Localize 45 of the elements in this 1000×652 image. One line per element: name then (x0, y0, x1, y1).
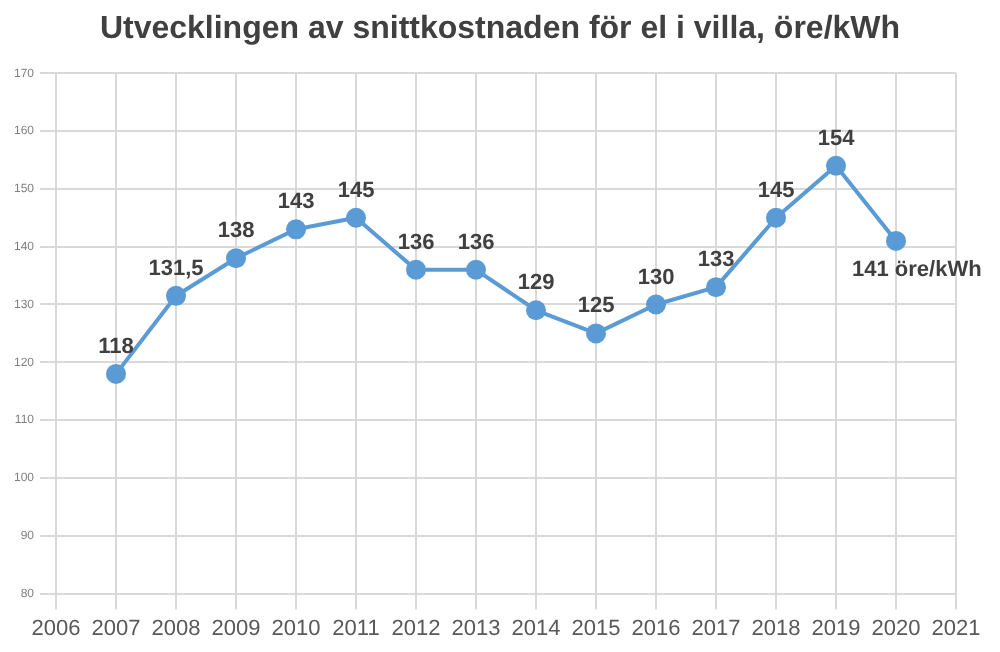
point (286, 219, 307, 240)
point (826, 155, 846, 176)
data-label: 118 (98, 334, 134, 359)
x-tick-label: 2007 (91, 616, 141, 641)
x-tick-label: 2015 (571, 616, 621, 641)
data-label: 145 (337, 178, 375, 203)
point (406, 259, 427, 280)
x-tick-label: 2010 (271, 616, 321, 641)
x-tick-label: 2016 (631, 616, 681, 641)
x-tick-label: 2018 (751, 616, 801, 641)
x-tick-label: 2019 (811, 616, 861, 641)
point (346, 207, 367, 228)
data-label: 125 (577, 294, 615, 319)
x-tick-label: 2020 (871, 616, 921, 641)
point (706, 277, 727, 298)
data-label: 138 (217, 219, 255, 244)
data-label: 131,5 (148, 256, 204, 281)
x-tick-label: 2017 (691, 616, 741, 641)
data-label: 129 (517, 271, 555, 296)
point (526, 300, 547, 321)
x-tick-label: 2014 (511, 616, 561, 641)
data-label: 133 (697, 248, 735, 273)
point (886, 230, 906, 251)
point (226, 248, 247, 269)
x-tick-label: 2009 (211, 616, 261, 641)
data-label: 141 öre/kWh (852, 257, 983, 282)
x-tick-label: 2021 (931, 616, 981, 641)
x-tick-label: 2006 (31, 616, 81, 641)
x-tick-label: 2008 (151, 616, 201, 641)
x-tick-label: 2013 (451, 616, 501, 641)
x-tick-label: 2012 (391, 616, 441, 641)
point (466, 259, 487, 280)
data-label: 154 (817, 126, 857, 151)
data-label: 145 (757, 178, 795, 203)
data-label: 136 (457, 230, 495, 255)
chart-title: Utvecklingen av snittkostnaden för el i villa, öre/kWh (97, 10, 903, 50)
point (106, 363, 127, 384)
data-label: 136 (397, 230, 435, 255)
data-label: 130 (637, 265, 675, 290)
point (166, 285, 187, 306)
x-tick-label: 2011 (332, 616, 380, 641)
point (766, 207, 786, 228)
point (646, 294, 667, 315)
data-label: 143 (277, 190, 315, 215)
point (586, 323, 607, 344)
